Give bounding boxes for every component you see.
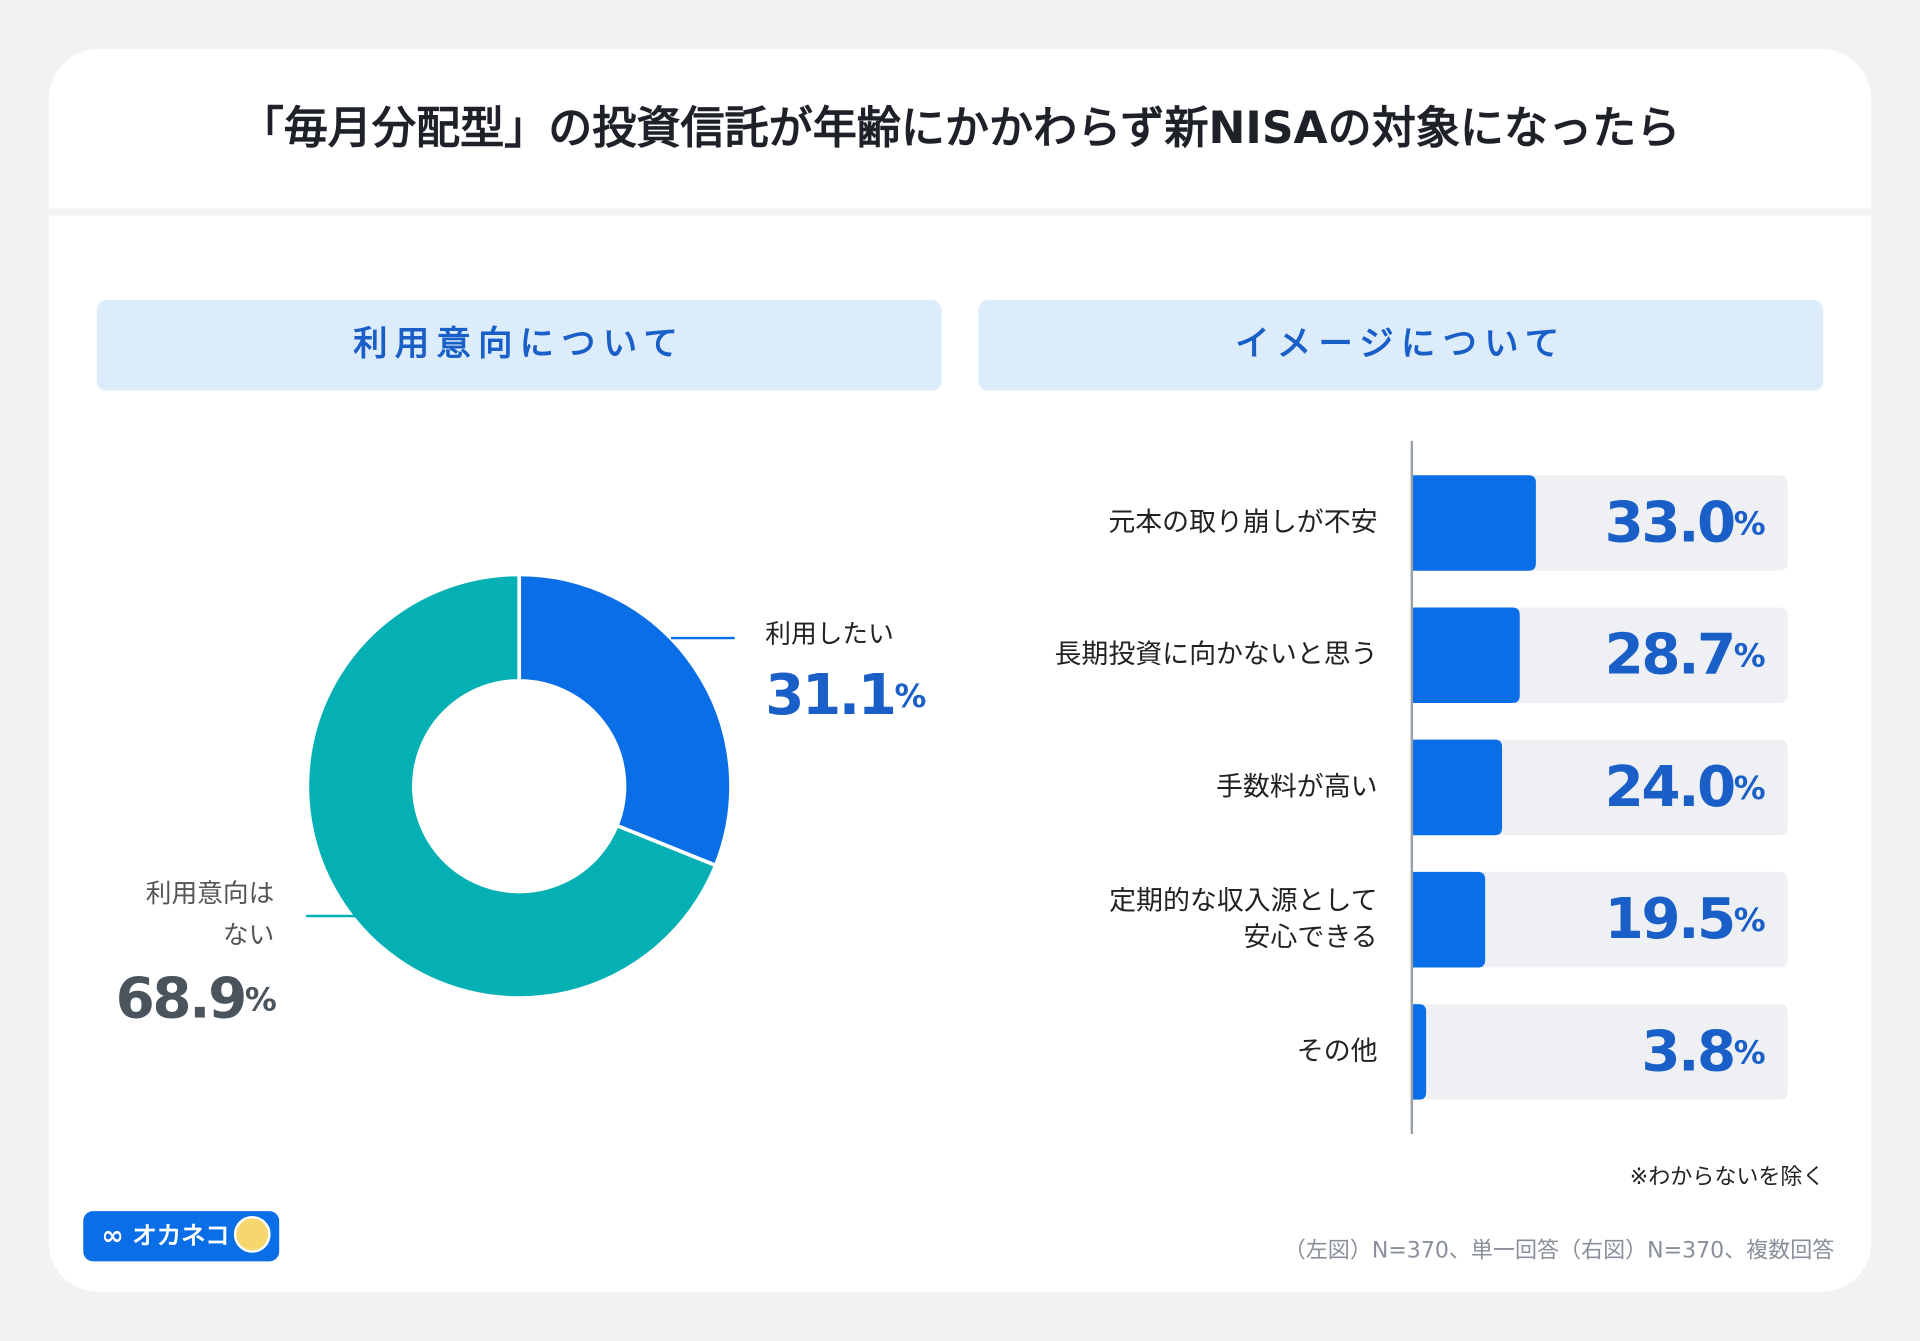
bar (1411, 1004, 1427, 1100)
logo-icon: ∞ (101, 1220, 123, 1251)
value-label: 3.8% (1641, 1019, 1764, 1084)
donut-slice (517, 572, 733, 868)
slice-label: 利用意向はない (146, 878, 275, 950)
section-header (978, 300, 1824, 391)
bar (1411, 739, 1503, 836)
category-label: 元本の取り崩しが不安 (1108, 506, 1377, 537)
donut-slice (305, 572, 719, 1000)
bar (1411, 475, 1536, 571)
bar-track (1411, 871, 1788, 968)
section-header (96, 300, 942, 391)
value-label: 33.0% (1605, 490, 1765, 555)
bar (1411, 607, 1520, 703)
category-label: 手数料が高い (1216, 771, 1378, 802)
logo-text: オカネコ (132, 1221, 229, 1250)
header-divider (48, 208, 1872, 216)
footnote: ※わからないを除く (1630, 1165, 1825, 1190)
logo-badge (83, 1211, 280, 1262)
category-label: 長期投資に向かないと思う (1054, 639, 1377, 670)
section-title: 利用意向について (353, 324, 685, 364)
bar-track (1411, 1004, 1788, 1100)
source-note: （左図）N=370、単一回答（右図）N=370、複数回答 (1284, 1239, 1835, 1264)
slice-value-label: 31.1% (765, 663, 925, 728)
value-label: 19.5% (1605, 887, 1765, 952)
logo-mascot (233, 1216, 271, 1253)
bar (1411, 871, 1486, 968)
main-title: 「毎月分配型」の投資信託が年齢にかかわらず新NISAの対象になったら (240, 103, 1681, 154)
slice-value-label: 68.9% (116, 966, 276, 1031)
category-label: その他 (1297, 1035, 1378, 1066)
category-label: 定期的な収入源として安心できる (1109, 885, 1377, 953)
section-title: イメージについて (1235, 324, 1566, 364)
slice-label: 利用したい (765, 619, 894, 649)
value-label: 24.0% (1605, 755, 1765, 820)
value-label: 28.7% (1605, 622, 1765, 687)
bar-track (1411, 739, 1788, 836)
